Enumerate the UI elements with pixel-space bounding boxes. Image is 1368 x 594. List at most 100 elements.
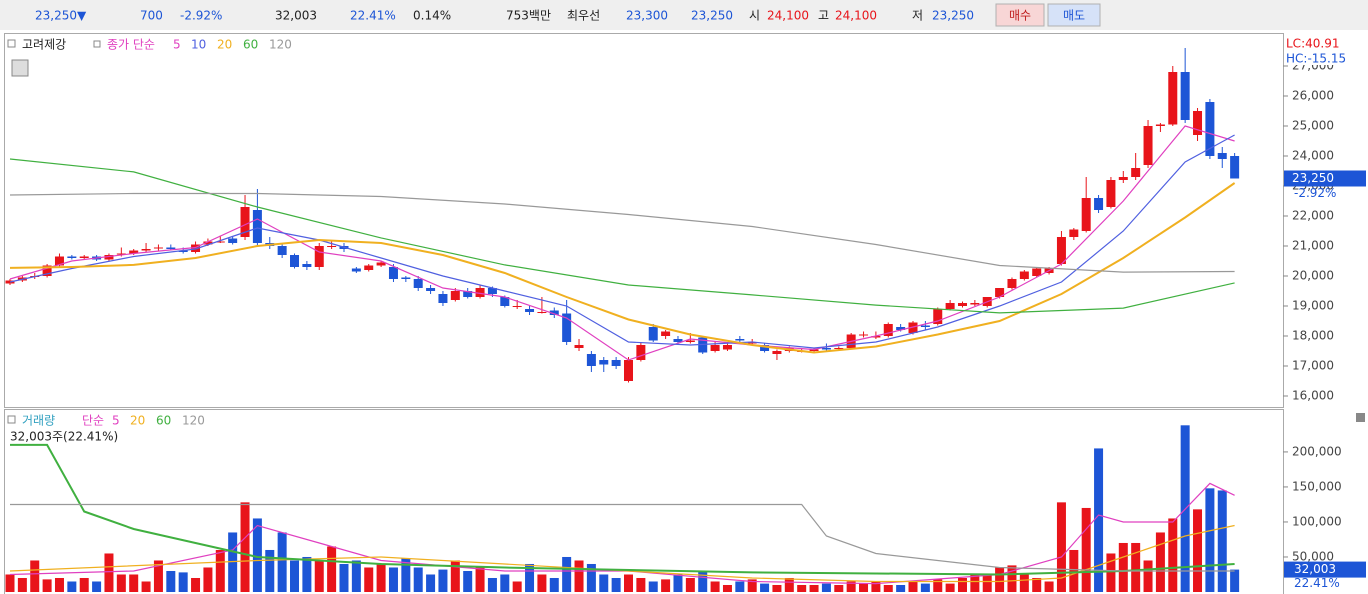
volume-bar <box>636 577 646 592</box>
candle-body <box>747 342 757 344</box>
candle-body <box>1180 72 1190 120</box>
volume-bar <box>784 577 794 592</box>
volume-bar <box>265 549 275 592</box>
volume-bar <box>116 574 126 592</box>
toolbar-item: 시 <box>749 9 760 23</box>
volume-bar <box>611 577 621 592</box>
hc-label: HC:-15.15 <box>1286 52 1346 66</box>
volume-bar <box>995 567 1005 592</box>
volume-bar <box>1217 490 1227 592</box>
candle-body <box>871 336 881 338</box>
candle-body <box>413 279 423 288</box>
volume-bar <box>67 581 77 592</box>
toolbar-item: -2.92% <box>180 9 222 23</box>
candle-body <box>426 288 436 291</box>
buy-button[interactable] <box>995 3 1045 27</box>
candle-body <box>896 327 906 330</box>
toolbar-item: 최우선 <box>567 9 600 23</box>
candle-body <box>735 339 745 341</box>
candle-body <box>450 291 460 300</box>
volume-bar <box>648 581 658 592</box>
volume-bar <box>908 581 918 592</box>
volume-bar <box>896 584 906 592</box>
candle-body <box>166 247 176 249</box>
candle-body <box>1193 111 1203 135</box>
volume-bar <box>1032 577 1042 592</box>
volume-bar <box>982 574 992 592</box>
toolbar-item: 23,250 <box>932 9 974 23</box>
candle-body <box>1143 126 1153 165</box>
moving-average <box>9 524 1235 583</box>
candle-body <box>945 303 955 309</box>
lc-label: LC:40.91 <box>1286 37 1339 51</box>
candle-body <box>599 360 609 365</box>
toolbar-item: 저 <box>912 9 923 23</box>
candle-body <box>1094 198 1104 210</box>
volume-bar <box>413 567 423 592</box>
volume-bar <box>401 558 411 592</box>
volume-bar <box>54 577 64 592</box>
candle-body <box>562 313 572 342</box>
last-price-box <box>1284 170 1366 187</box>
candle-body <box>772 351 782 354</box>
volume-bar <box>772 584 782 592</box>
volume-bar <box>178 572 188 592</box>
buy-label[interactable]: 매수 <box>1009 9 1031 23</box>
candle-body <box>809 349 819 351</box>
candle-body <box>153 247 163 249</box>
candle-body <box>79 256 89 258</box>
candle-body <box>722 345 732 350</box>
volume-bar <box>475 567 485 592</box>
panel-button[interactable] <box>1356 413 1365 422</box>
volume-bar <box>5 574 15 592</box>
volume-bar <box>537 574 547 592</box>
candle-body <box>228 238 238 243</box>
sell-button[interactable] <box>1047 3 1101 27</box>
candle-body <box>302 264 312 267</box>
volume-bar <box>191 577 201 592</box>
candle-body <box>1056 237 1066 264</box>
legend-entry: 120 <box>269 38 292 52</box>
volume-bar <box>79 577 89 592</box>
volume-bar <box>1118 542 1128 592</box>
candle-body <box>1168 72 1178 125</box>
candle-body <box>512 306 522 307</box>
volume-bar <box>463 570 473 592</box>
candle-body <box>388 267 398 279</box>
candle-body <box>327 246 337 247</box>
panel-button[interactable] <box>11 59 29 77</box>
candle-body <box>883 324 893 336</box>
candle-body <box>54 256 64 266</box>
volume-bar <box>624 574 633 592</box>
volume-bar <box>1106 553 1116 592</box>
volume-bar <box>920 583 930 592</box>
moving-average <box>9 125 1235 361</box>
candle-body <box>1230 156 1240 179</box>
volume-bar <box>1081 507 1091 592</box>
moving-average <box>10 503 1235 572</box>
moving-average <box>9 482 1235 585</box>
sell-label[interactable]: 매도 <box>1063 9 1085 23</box>
candle-body <box>611 360 621 366</box>
toolbar-item: 22.41% <box>350 9 396 23</box>
volume-bar <box>215 549 225 592</box>
toolbar-item: 고 <box>818 9 829 23</box>
volume-bar <box>661 579 671 592</box>
y-tick-label: 200,000 <box>1292 444 1342 458</box>
volume-bar <box>376 563 386 592</box>
volume-bar <box>586 563 596 592</box>
candle-body <box>760 345 770 351</box>
candle-body <box>661 331 671 336</box>
volume-bar <box>1131 542 1141 592</box>
volume-bar <box>933 579 943 592</box>
y-tick-label: 24,000 <box>1292 149 1334 163</box>
y-tick-label: 19,000 <box>1292 299 1334 313</box>
candle-body <box>500 297 510 306</box>
volume-bar <box>821 583 831 592</box>
candle-body <box>549 310 559 315</box>
last-ratio-label: 22.41% <box>1294 576 1340 590</box>
legend-entry: 60 <box>243 38 258 52</box>
legend-entry: 5 <box>112 414 120 428</box>
candle-body <box>240 207 250 237</box>
